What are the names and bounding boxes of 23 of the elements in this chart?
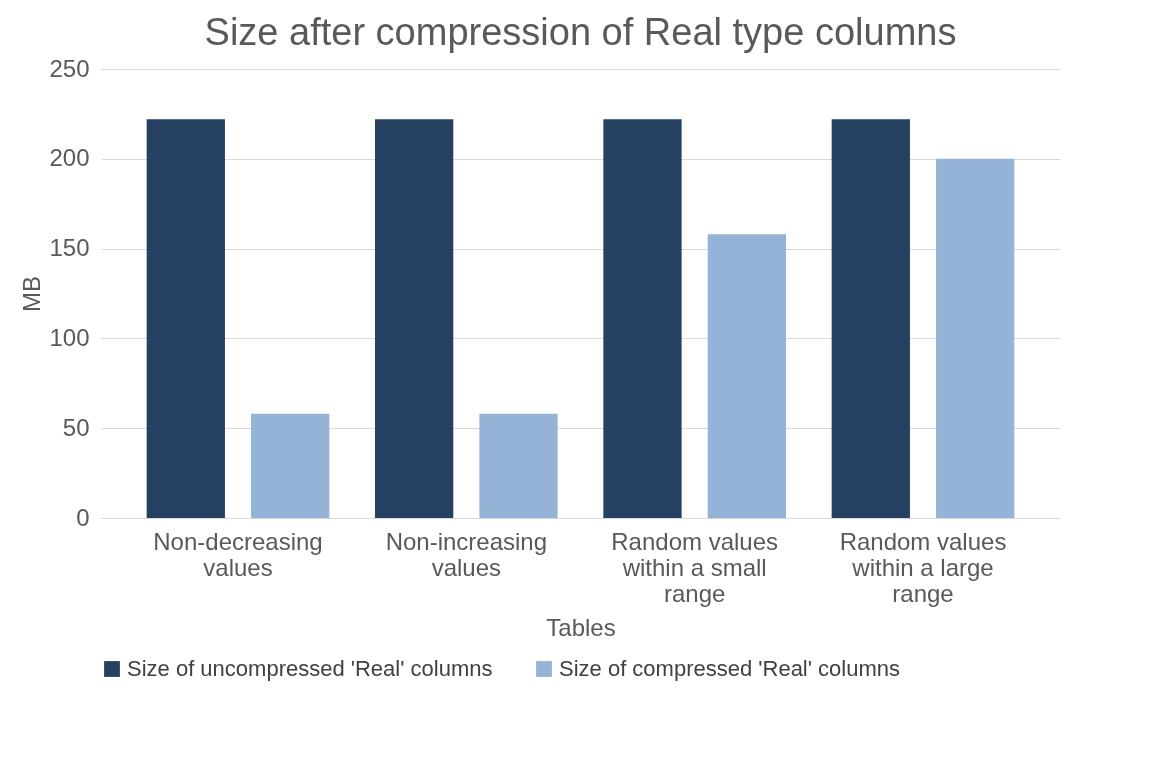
bar xyxy=(936,158,1015,518)
bar xyxy=(707,234,786,518)
x-axis-title: Tables xyxy=(546,613,616,641)
legend-label: Size of uncompressed 'Real' columns xyxy=(127,656,493,681)
x-tick-label: Non-increasing values xyxy=(385,527,548,581)
bar xyxy=(375,119,454,518)
x-tick-label: Non-decreasing values xyxy=(153,527,323,581)
x-tick-label: Random values within a small range xyxy=(611,527,779,607)
y-tick-label: 100 xyxy=(49,323,90,351)
bar xyxy=(831,119,910,518)
legend-label: Size of compressed 'Real' columns xyxy=(559,656,900,681)
y-tick-label: 0 xyxy=(76,503,90,531)
y-tick-label: 250 xyxy=(49,54,90,82)
bar xyxy=(479,413,558,518)
bar xyxy=(603,119,682,518)
bar xyxy=(251,413,330,518)
bar xyxy=(146,119,225,518)
chart-title: Size after compression of Real type columns xyxy=(204,11,957,53)
y-tick-label: 150 xyxy=(49,234,90,262)
y-tick-label: 50 xyxy=(62,413,90,441)
x-tick-label: Random values within a large range xyxy=(839,527,1007,607)
y-axis-title: MB xyxy=(18,276,46,312)
y-tick-label: 200 xyxy=(49,144,90,172)
